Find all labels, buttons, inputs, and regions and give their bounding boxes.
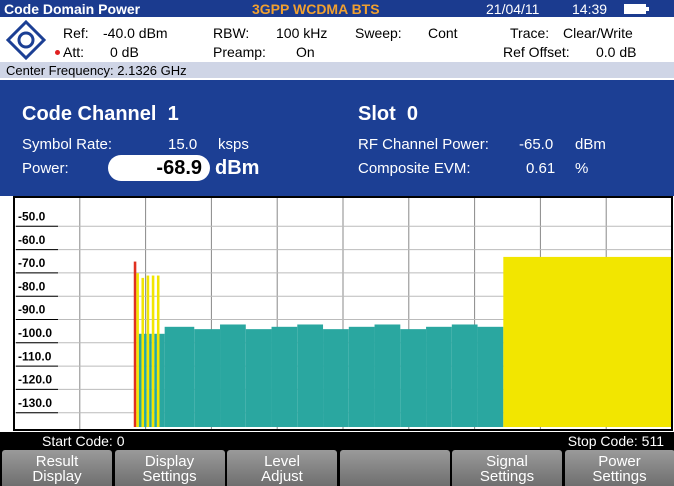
y-tick-label: -120.0 — [18, 373, 52, 387]
evm-label: Composite EVM: — [358, 160, 471, 177]
code-power-bar — [400, 329, 427, 427]
softkey[interactable]: Level Adjust — [227, 450, 337, 486]
code-power-bar — [245, 329, 272, 427]
code-power-bar — [138, 333, 142, 427]
code-power-bar — [141, 277, 145, 427]
code-power-bar — [348, 326, 375, 427]
code-power-bar — [297, 324, 324, 427]
code-power-bar — [271, 326, 298, 427]
setting-value: Clear/Write — [563, 25, 633, 41]
softkey[interactable]: Result Display — [2, 450, 112, 486]
softkey-label: Level — [264, 453, 300, 470]
start-code: Start Code: 0 — [42, 433, 125, 449]
battery-icon — [624, 4, 649, 14]
y-tick-label: -60.0 — [18, 233, 46, 247]
settings-area — [0, 17, 674, 62]
softkey-label: Settings — [479, 468, 535, 485]
logo — [6, 20, 46, 60]
y-tick-label: -70.0 — [18, 256, 46, 270]
code-power-bar — [323, 329, 349, 427]
time: 14:39 — [572, 1, 608, 17]
power-unit: dBm — [215, 157, 260, 179]
plot-border — [13, 196, 673, 431]
softkey-label: Display — [144, 453, 195, 470]
date: 21/04/11 — [486, 1, 540, 17]
code-power-bar — [164, 326, 195, 427]
softkey[interactable]: Power Settings — [564, 450, 674, 486]
setting-label: Att: — [63, 44, 85, 60]
setting-value: On — [296, 44, 315, 60]
power-box — [108, 155, 210, 181]
y-tick-label: -80.0 — [18, 279, 46, 293]
code-power-bar — [144, 333, 147, 427]
setting-label: Sweep: — [355, 25, 402, 41]
stop-code: Stop Code: 511 — [567, 433, 664, 449]
setting-label: Preamp: — [213, 44, 266, 60]
softkey[interactable] — [339, 450, 450, 486]
setting-label: Ref Offset: — [503, 44, 570, 60]
symbol-rate: 15.0 — [168, 136, 198, 153]
softkey-label: Settings — [142, 468, 197, 485]
setting-label: RBW: — [213, 25, 250, 41]
evm: 0.61 — [526, 160, 556, 177]
center-frequency: Center Frequency: 2.1326 GHz — [6, 63, 187, 78]
power-label: Power: — [22, 160, 69, 177]
y-tick-label: -90.0 — [18, 303, 46, 317]
setting-label: Ref: — [63, 25, 89, 41]
code-power-bar — [154, 333, 157, 427]
code-power-bar — [136, 273, 139, 427]
code-bar — [0, 432, 674, 449]
setting-value: Cont — [428, 25, 458, 41]
mode-title: Code Domain Power — [4, 1, 141, 17]
softkey[interactable]: Display Settings — [114, 450, 225, 486]
setting-value: -40.0 dBm — [103, 25, 168, 41]
symbol-rate-unit: ksps — [218, 136, 249, 153]
code-power-bar — [503, 256, 672, 427]
code-channel: Code Channel 1 — [22, 103, 179, 125]
softkey-label: Adjust — [261, 468, 303, 485]
softkey-label: Settings — [592, 468, 647, 485]
softkey-label: Signal — [486, 453, 528, 470]
y-tick-label: -100.0 — [18, 326, 52, 340]
softkey-label: Display — [32, 468, 82, 485]
code-power-bar — [451, 324, 478, 427]
code-power-bar — [426, 326, 452, 427]
code-power-bar — [156, 275, 160, 427]
power-value: -68.9 — [156, 157, 202, 179]
softkey[interactable]: Signal Settings — [452, 450, 562, 486]
att-indicator — [55, 50, 60, 55]
code-power-bar — [159, 333, 165, 427]
softkey-label: Power — [598, 453, 641, 470]
rf-power-label: RF Channel Power: — [358, 136, 489, 153]
code-power-bar — [149, 333, 152, 427]
setting-label: Trace: — [510, 25, 550, 41]
title-bar — [0, 0, 674, 17]
softkey-label: Result — [35, 453, 79, 470]
code-power-bar — [146, 275, 150, 427]
code-power-bar — [477, 326, 504, 427]
symbol-rate-label: Symbol Rate: — [22, 136, 113, 153]
center-frequency-bar — [0, 62, 674, 78]
code-power-bar — [151, 275, 155, 427]
evm-unit: % — [575, 160, 589, 177]
code-power-bar — [374, 324, 401, 427]
code-domain-chart: -50.0 -60.0 -70.0 -80.0 -90.0 -100.0 -110.0 -12… — [0, 196, 674, 432]
slot: Slot 0 — [358, 103, 419, 125]
setting-value: 0 dB — [110, 44, 139, 60]
code-power-bar — [220, 324, 246, 427]
code-power-bar — [133, 261, 137, 427]
y-tick-label: -130.0 — [18, 396, 52, 410]
rf-power: -65.0 — [519, 136, 554, 153]
y-tick-label: -50.0 — [18, 209, 46, 223]
rf-power-unit: dBm — [575, 136, 606, 153]
setting-value: 100 kHz — [276, 25, 328, 41]
y-tick-label: -110.0 — [18, 349, 52, 363]
standard: 3GPP WCDMA BTS — [252, 1, 380, 17]
code-power-bar — [194, 329, 221, 427]
setting-value: 0.0 dB — [596, 44, 637, 60]
